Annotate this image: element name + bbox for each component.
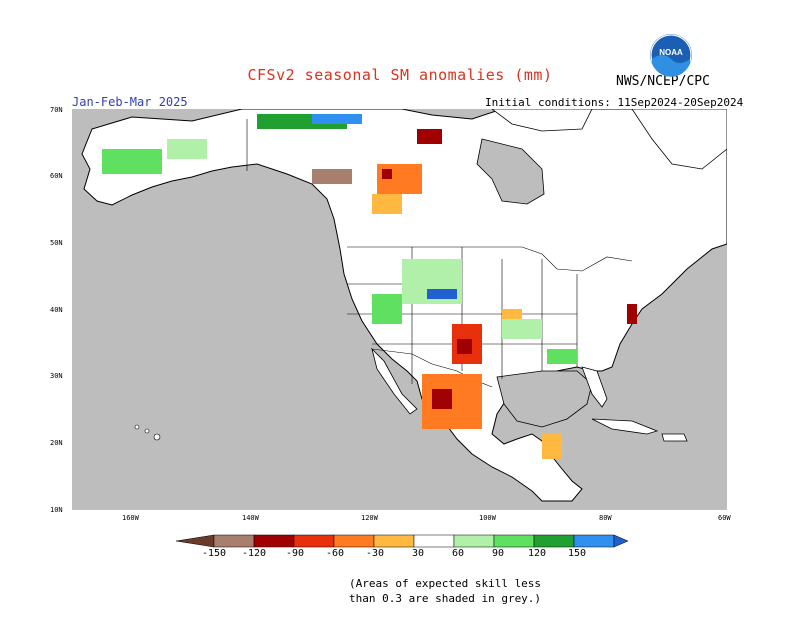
legend-swatch-5 [373,534,415,548]
lon-label-160w: 160W [122,514,139,522]
legend-label-neg120: -120 [242,548,267,559]
lat-label-20n: 20N [50,439,63,447]
legend-swatch-1 [213,534,255,548]
hawaii-islands [134,424,161,441]
legend-swatch-6 [413,534,455,548]
lon-label-80w: 80W [599,514,612,522]
season-label: Jan-Feb-Mar 2025 [72,95,188,109]
organization-label: NWS/NCEP/CPC [616,74,710,89]
skill-note-line2: than 0.3 are shaded in grey.) [349,592,542,605]
logo-text: NOAA [659,48,683,57]
lon-label-140w: 140W [242,514,259,522]
skill-note-line1: (Areas of expected skill less [349,577,542,590]
lat-label-30n: 30N [50,372,63,380]
soil-moisture-map [72,109,727,510]
anomaly-patches [102,114,637,459]
map-title: CFSv2 seasonal SM anomalies (mm) [247,66,553,84]
legend-arrow-left [176,534,215,548]
lat-label-10n: 10N [50,506,63,514]
legend-label-60: 60 [452,548,465,559]
legend-swatch-9 [533,534,575,548]
initial-conditions-label: Initial conditions: 11Sep2024-20Sep2024 [485,96,744,109]
lat-label-40n: 40N [50,306,63,314]
north-america-landmass [81,109,727,502]
florida [581,366,608,408]
legend-arrow-right [613,534,628,548]
cuba [591,418,659,435]
lat-label-70n: 70N [50,106,63,114]
legend-label-120: 120 [528,548,547,559]
lon-label-60w: 60W [718,514,731,522]
legend-label-neg150: -150 [202,548,227,559]
legend-swatch-3 [293,534,335,548]
baja-california [371,347,418,415]
lat-label-60n: 60N [50,172,63,180]
legend-swatch-2 [253,534,295,548]
legend-swatch-8 [493,534,535,548]
noaa-logo: NOAA [650,34,692,77]
gulf-of-mexico [496,370,593,428]
color-legend [176,534,628,548]
lon-label-100w: 100W [479,514,496,522]
legend-label-30: 30 [412,548,425,559]
legend-label-neg90: -90 [286,548,305,559]
legend-swatch-4 [333,534,375,548]
arctic-islands [491,109,593,132]
legend-swatch-7 [453,534,495,548]
greenland [631,109,727,170]
skill-note: (Areas of expected skill less than 0.3 a… [349,576,541,606]
legend-label-neg60: -60 [326,548,345,559]
legend-label-neg30: -30 [366,548,385,559]
legend-label-90: 90 [492,548,505,559]
lat-label-50n: 50N [50,239,63,247]
legend-label-150: 150 [568,548,587,559]
lon-label-120w: 120W [361,514,378,522]
hispaniola [661,433,688,442]
legend-swatch-10 [573,534,615,548]
hudson-bay [476,138,545,205]
